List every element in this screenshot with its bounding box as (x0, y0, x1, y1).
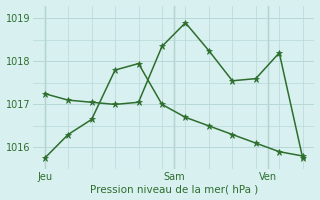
X-axis label: Pression niveau de la mer( hPa ): Pression niveau de la mer( hPa ) (90, 184, 258, 194)
